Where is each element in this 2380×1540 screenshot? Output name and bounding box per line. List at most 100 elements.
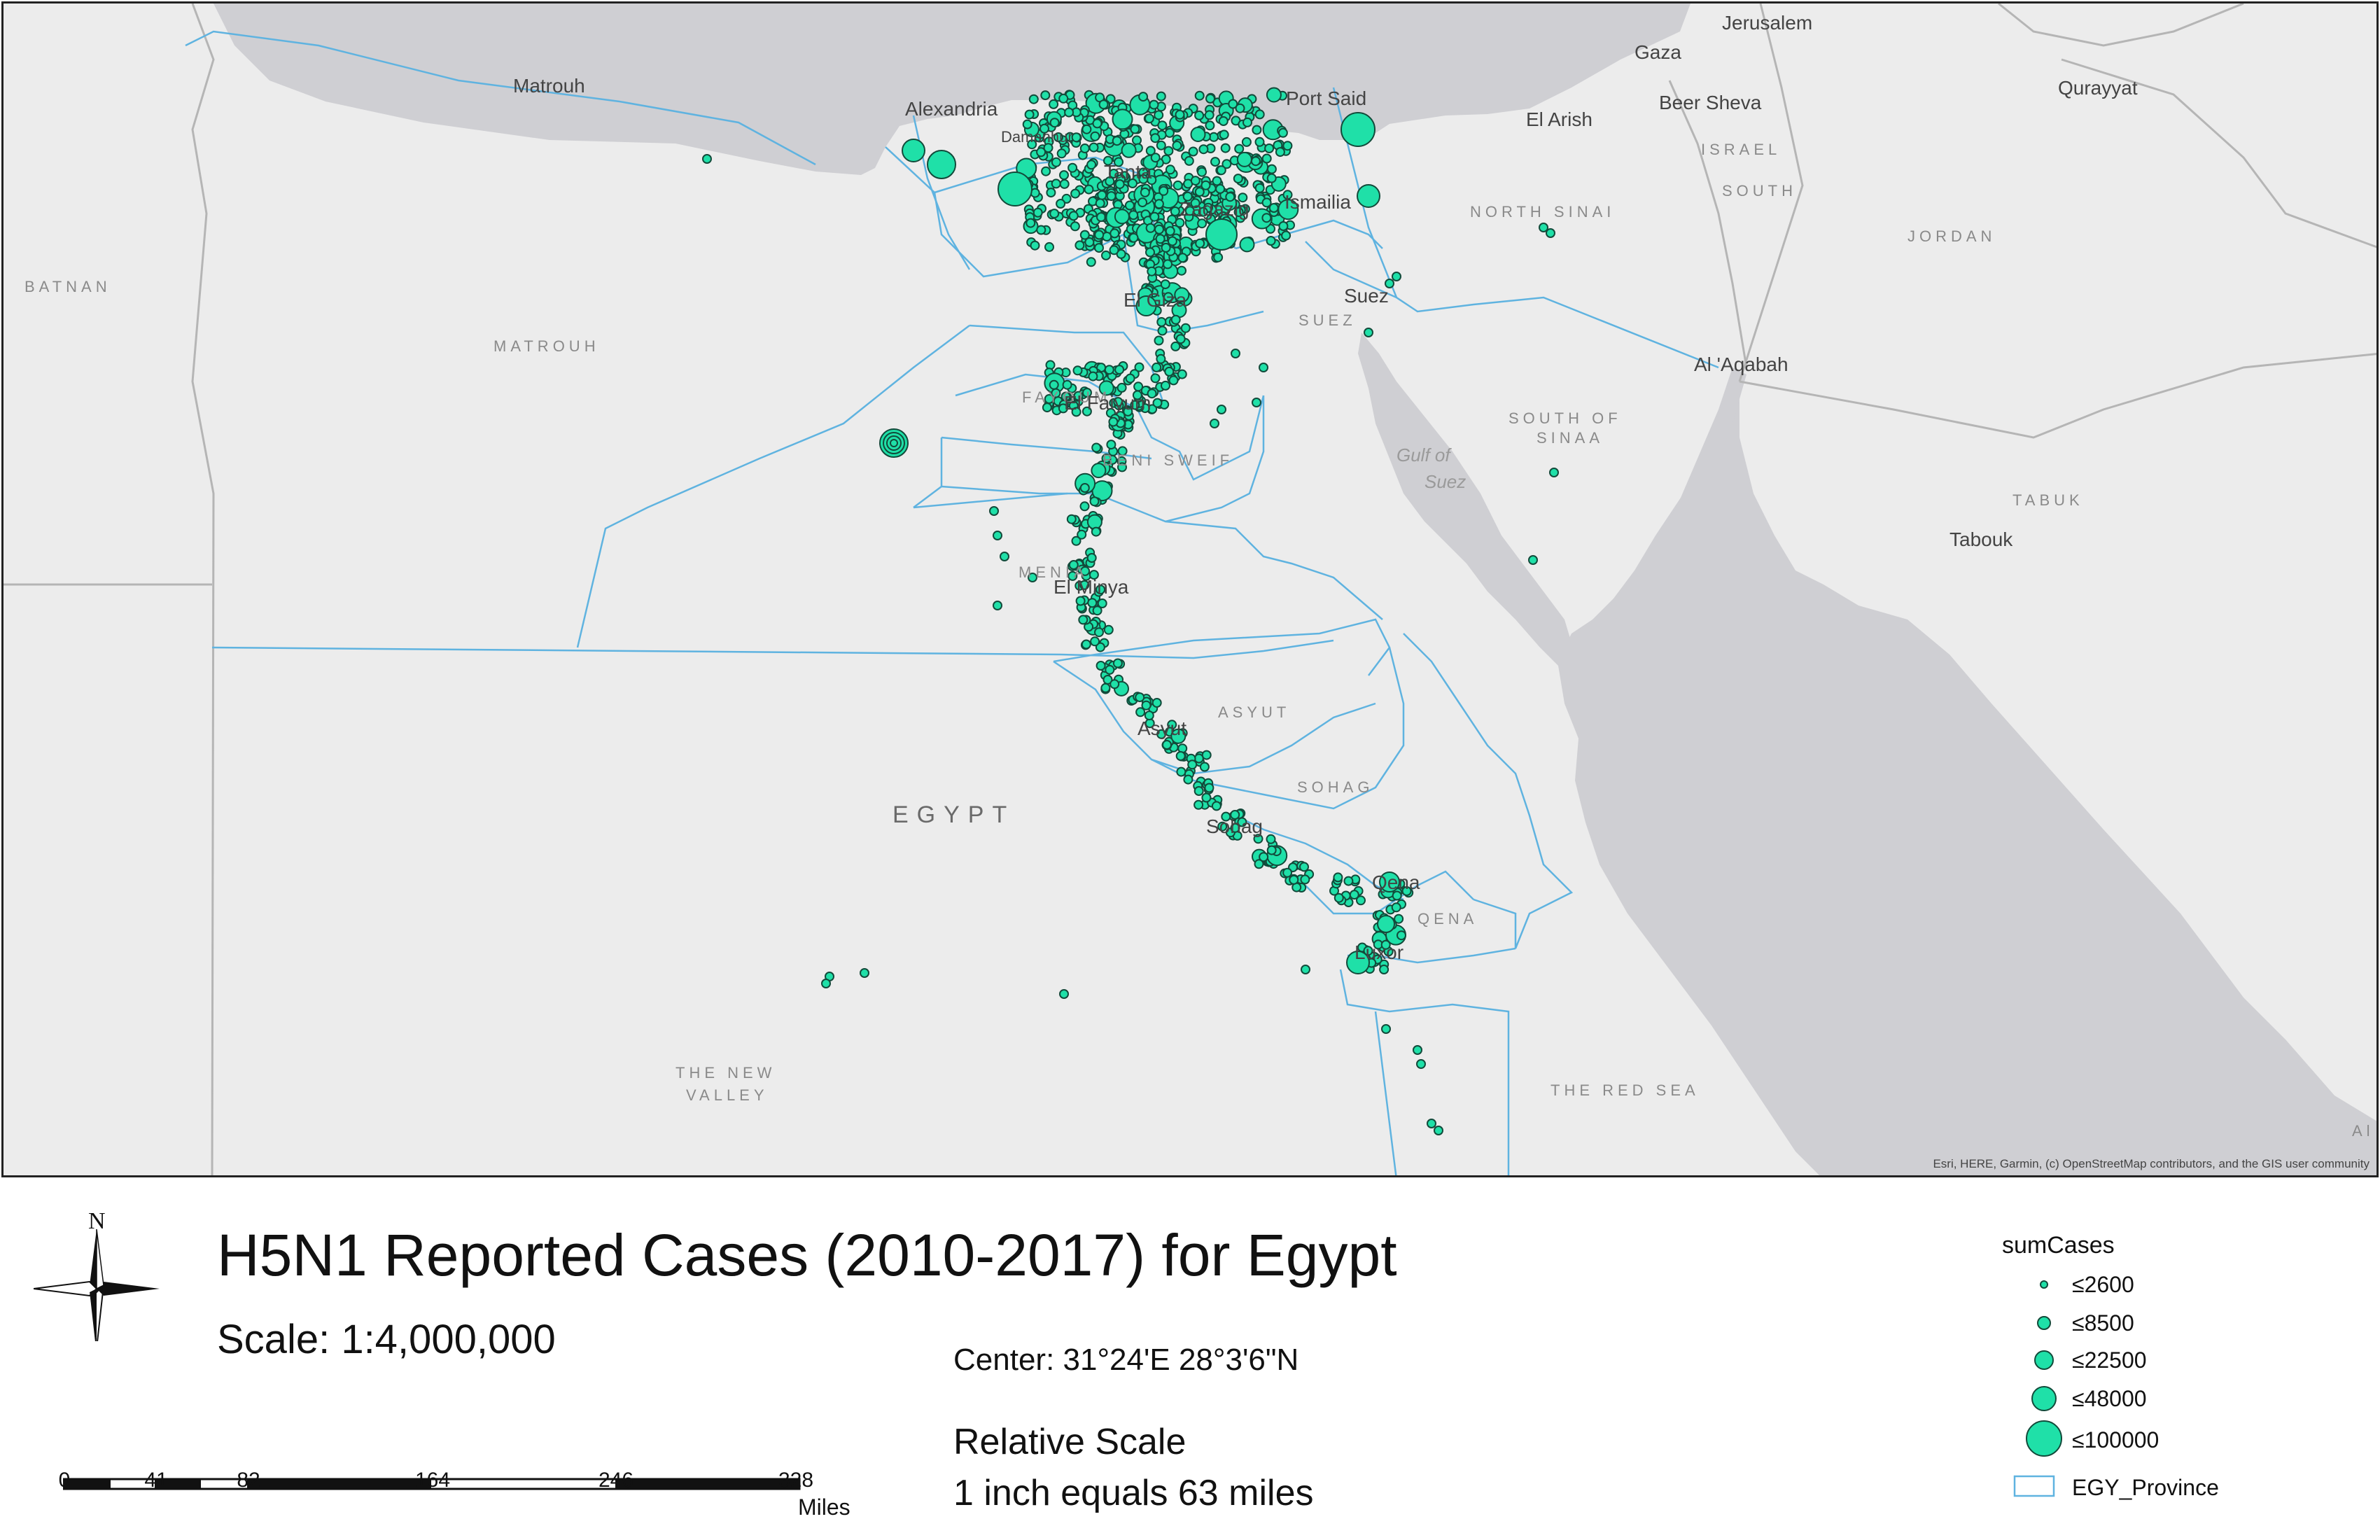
case-point[interactable] [1066, 514, 1077, 524]
case-point[interactable] [1098, 380, 1114, 396]
case-point[interactable] [1068, 570, 1078, 581]
case-point[interactable] [1401, 886, 1412, 896]
case-point[interactable] [1123, 406, 1133, 416]
case-point[interactable] [1071, 132, 1082, 143]
case-point[interactable] [1194, 799, 1204, 810]
case-point[interactable] [1027, 139, 1037, 150]
case-point[interactable] [1427, 1119, 1436, 1128]
case-point[interactable] [1546, 228, 1555, 238]
case-point[interactable] [1379, 872, 1400, 892]
case-point[interactable] [1084, 184, 1094, 195]
case-point[interactable] [1289, 874, 1299, 885]
case-point[interactable] [1156, 354, 1166, 364]
case-point[interactable] [1101, 453, 1112, 463]
case-point[interactable] [1228, 99, 1238, 109]
case-point[interactable] [1220, 143, 1231, 153]
case-point[interactable] [1264, 144, 1275, 153]
case-point[interactable] [1024, 109, 1035, 120]
case-point[interactable] [1175, 751, 1186, 761]
case-point[interactable] [1160, 279, 1170, 290]
case-point[interactable] [1049, 209, 1060, 219]
case-point[interactable] [1145, 223, 1156, 233]
case-point[interactable] [1300, 874, 1310, 885]
case-point[interactable] [1081, 639, 1091, 650]
case-point[interactable] [1356, 895, 1366, 906]
case-point[interactable] [1211, 801, 1222, 811]
case-point[interactable] [1168, 375, 1179, 386]
case-point[interactable] [1190, 198, 1200, 209]
case-point[interactable] [1225, 192, 1236, 202]
case-point[interactable] [1096, 212, 1106, 223]
case-point[interactable] [1170, 728, 1186, 744]
case-point[interactable] [1230, 822, 1240, 833]
case-point[interactable] [989, 506, 999, 516]
case-point[interactable] [1071, 407, 1082, 417]
case-point[interactable] [1266, 845, 1277, 855]
case-point[interactable] [902, 139, 925, 162]
case-point[interactable] [1128, 178, 1138, 188]
case-point[interactable] [1145, 247, 1155, 258]
case-point[interactable] [1060, 391, 1071, 402]
case-point[interactable] [1109, 245, 1119, 255]
case-point[interactable] [1150, 153, 1161, 163]
case-point[interactable] [1103, 155, 1113, 166]
case-point[interactable] [1266, 236, 1276, 246]
case-point[interactable] [1549, 468, 1559, 477]
case-point[interactable] [1070, 221, 1080, 232]
case-point[interactable] [1105, 664, 1115, 675]
case-point[interactable] [993, 601, 1002, 610]
case-point[interactable] [1084, 237, 1095, 247]
case-point[interactable] [821, 979, 831, 988]
case-point[interactable] [1080, 566, 1091, 576]
case-point[interactable] [1141, 700, 1152, 710]
case-point[interactable] [1254, 859, 1264, 869]
case-point[interactable] [1079, 501, 1090, 512]
case-point[interactable] [1184, 155, 1194, 166]
case-point[interactable] [1212, 176, 1222, 186]
case-point[interactable] [1239, 237, 1255, 253]
case-point[interactable] [1106, 191, 1116, 202]
case-point[interactable] [1157, 120, 1168, 131]
case-point[interactable] [1221, 811, 1231, 822]
case-point[interactable] [1152, 698, 1162, 708]
case-point[interactable] [702, 154, 712, 164]
case-point[interactable] [1091, 526, 1101, 537]
case-point[interactable] [1079, 230, 1090, 240]
case-point[interactable] [1149, 99, 1159, 110]
case-point[interactable] [1413, 1045, 1422, 1055]
case-point[interactable] [1096, 584, 1106, 595]
case-point[interactable] [1114, 179, 1125, 190]
case-point[interactable] [1041, 166, 1051, 176]
case-point[interactable] [1114, 209, 1130, 225]
case-point[interactable] [1068, 211, 1079, 221]
case-point[interactable] [1109, 169, 1119, 178]
case-point[interactable] [1098, 99, 1109, 110]
case-point[interactable] [1190, 127, 1206, 142]
case-point[interactable] [1200, 180, 1211, 190]
case-point[interactable] [1087, 598, 1098, 608]
case-point[interactable] [1210, 157, 1220, 167]
case-point[interactable] [1177, 265, 1186, 276]
case-point[interactable] [1197, 167, 1207, 177]
case-point[interactable] [1259, 852, 1269, 862]
case-point[interactable] [1155, 234, 1166, 244]
case-point[interactable] [1064, 107, 1074, 118]
case-point[interactable] [1086, 257, 1096, 267]
case-point[interactable] [1030, 240, 1040, 251]
case-point[interactable] [1112, 136, 1122, 146]
case-point[interactable] [1036, 225, 1046, 235]
case-point[interactable] [1036, 147, 1046, 158]
case-point[interactable] [1213, 252, 1224, 262]
case-point[interactable] [1068, 162, 1078, 173]
case-point[interactable] [1086, 514, 1102, 530]
case-point[interactable] [1170, 341, 1181, 351]
case-point[interactable] [1097, 598, 1107, 608]
case-point[interactable] [1133, 382, 1144, 392]
case-point[interactable] [1180, 323, 1191, 333]
case-point[interactable] [1176, 766, 1186, 777]
case-point[interactable] [1222, 159, 1232, 169]
case-point[interactable] [1092, 118, 1102, 129]
case-point[interactable] [1156, 317, 1167, 327]
case-point[interactable] [1088, 570, 1099, 580]
case-point[interactable] [1101, 250, 1111, 260]
